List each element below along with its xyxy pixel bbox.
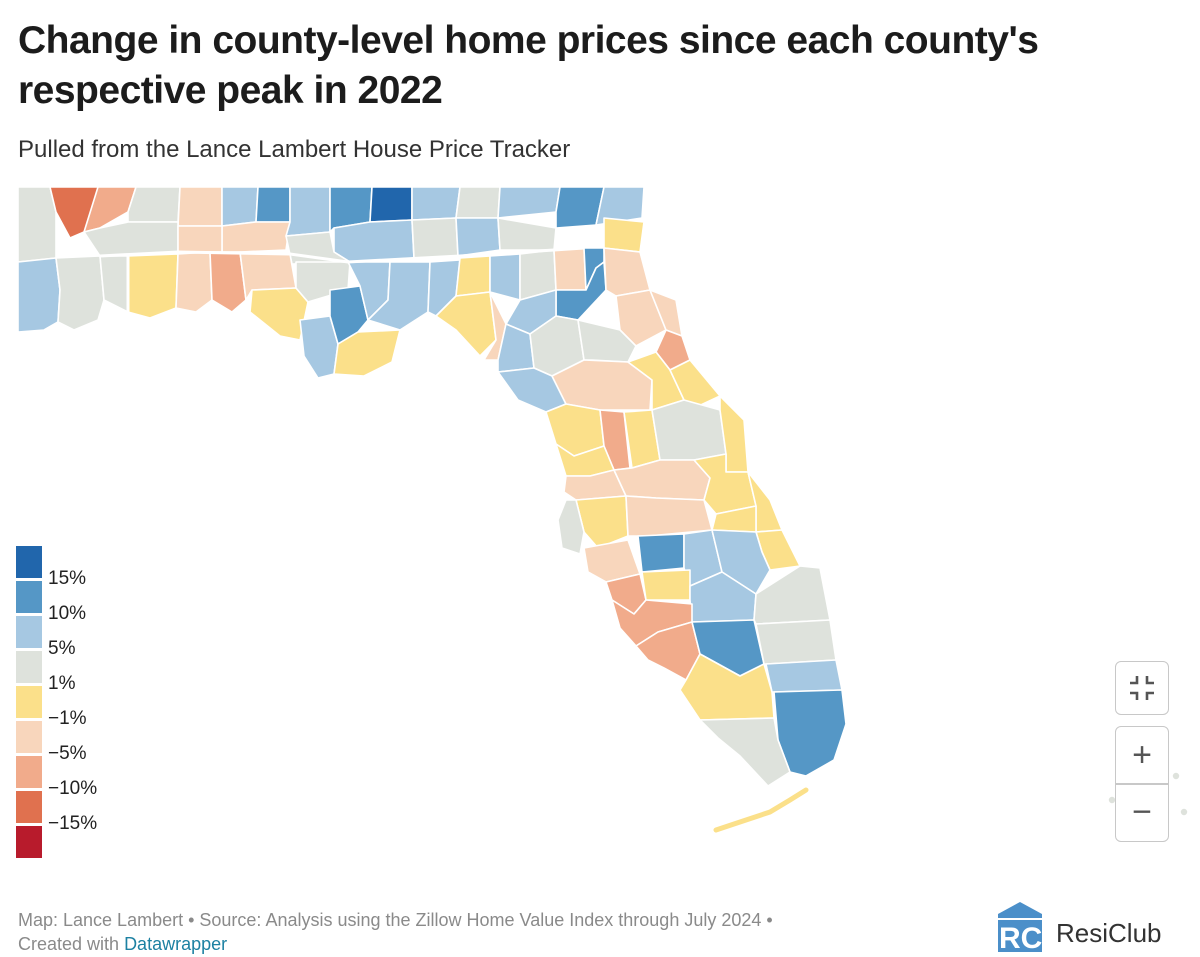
florida-keys bbox=[713, 787, 809, 833]
county-shape[interactable] bbox=[603, 217, 645, 253]
legend-label: 10% bbox=[48, 603, 87, 624]
county-shape[interactable] bbox=[615, 289, 667, 347]
legend-swatch bbox=[16, 651, 42, 683]
legend-swatch bbox=[16, 581, 42, 613]
legend-swatch bbox=[16, 791, 42, 823]
county-shape[interactable] bbox=[455, 255, 491, 297]
county-shape[interactable] bbox=[17, 186, 57, 263]
page-subtitle: Pulled from the Lance Lambert House Pric… bbox=[18, 136, 571, 163]
county-shape[interactable] bbox=[127, 253, 179, 319]
county-shape[interactable] bbox=[175, 251, 213, 313]
county-shape[interactable] bbox=[641, 569, 691, 601]
legend-label: −10% bbox=[48, 778, 98, 799]
county-shape[interactable] bbox=[455, 217, 501, 257]
county-shape[interactable] bbox=[625, 495, 713, 537]
legend-label: 5% bbox=[48, 638, 76, 659]
island-shape bbox=[1171, 771, 1181, 781]
county-shape[interactable] bbox=[637, 533, 685, 573]
legend-swatch bbox=[16, 756, 42, 788]
zoom-out-button[interactable]: − bbox=[1132, 793, 1152, 832]
county-shape[interactable] bbox=[483, 291, 507, 361]
island-shape bbox=[1179, 807, 1189, 817]
county-shape[interactable] bbox=[285, 186, 331, 237]
county-shape[interactable] bbox=[765, 659, 843, 693]
compress-icon bbox=[1130, 676, 1154, 700]
legend-swatch bbox=[16, 826, 42, 858]
county-shape[interactable] bbox=[603, 247, 651, 297]
brand-name: ResiClub bbox=[1056, 918, 1162, 948]
county-shape[interactable] bbox=[333, 219, 415, 263]
county-shape[interactable] bbox=[489, 253, 521, 301]
page-title: Change in county-level home prices since… bbox=[18, 19, 1039, 112]
county-shape[interactable] bbox=[177, 225, 223, 253]
county-shape[interactable] bbox=[497, 217, 557, 251]
county-shape[interactable] bbox=[497, 186, 561, 219]
zoom-controls: + − bbox=[1115, 726, 1169, 842]
county-shape[interactable] bbox=[177, 186, 223, 227]
resiclub-logo-icon: RC bbox=[998, 902, 1042, 952]
county-shape[interactable] bbox=[99, 255, 129, 313]
fullscreen-button[interactable] bbox=[1115, 661, 1169, 715]
county-shape[interactable] bbox=[755, 619, 837, 665]
county-shape[interactable] bbox=[221, 221, 291, 253]
legend-swatch bbox=[16, 616, 42, 648]
county-shape[interactable] bbox=[555, 186, 605, 229]
legend-swatch bbox=[16, 546, 42, 578]
county-shape[interactable] bbox=[55, 255, 105, 331]
created-with-label: Created with bbox=[18, 934, 125, 954]
legend-label: −15% bbox=[48, 813, 98, 834]
county-shape[interactable] bbox=[557, 499, 585, 555]
legend-swatch bbox=[16, 686, 42, 718]
county-shape[interactable] bbox=[249, 287, 309, 341]
county-shape[interactable] bbox=[17, 257, 61, 333]
county-shape[interactable] bbox=[411, 217, 459, 259]
datawrapper-link[interactable]: Datawrapper bbox=[124, 934, 228, 954]
county-shape[interactable] bbox=[595, 186, 645, 226]
legend-swatch bbox=[16, 721, 42, 753]
county-shape[interactable] bbox=[651, 399, 727, 461]
county-shape[interactable] bbox=[679, 653, 775, 721]
legend-label: 15% bbox=[48, 568, 87, 589]
county-shape[interactable] bbox=[333, 329, 401, 377]
county-shape[interactable] bbox=[221, 186, 259, 227]
legend-label: 1% bbox=[48, 673, 76, 694]
county-shape[interactable] bbox=[369, 186, 413, 223]
county-shape[interactable] bbox=[411, 186, 461, 221]
county-shape[interactable] bbox=[669, 359, 721, 411]
svg-text:RC: RC bbox=[999, 922, 1042, 952]
legend-label: −5% bbox=[48, 743, 87, 764]
county-shape[interactable] bbox=[255, 186, 291, 223]
legend-label: −1% bbox=[48, 708, 87, 729]
zoom-divider bbox=[1116, 783, 1168, 785]
county-shape[interactable] bbox=[575, 495, 629, 549]
county-shape[interactable] bbox=[127, 186, 181, 223]
footer: Map: Lance Lambert • Source: Analysis us… bbox=[18, 908, 773, 956]
county-shape[interactable] bbox=[699, 717, 791, 787]
state-border bbox=[99, 246, 585, 264]
county-shape[interactable] bbox=[455, 186, 501, 219]
zoom-in-button[interactable]: + bbox=[1132, 735, 1152, 774]
footer-credits: Map: Lance Lambert • Source: Analysis us… bbox=[18, 910, 773, 930]
resiclub-logo: RC ResiClub bbox=[994, 900, 1194, 952]
county-shape[interactable] bbox=[553, 247, 587, 291]
county-shape[interactable] bbox=[83, 186, 137, 233]
